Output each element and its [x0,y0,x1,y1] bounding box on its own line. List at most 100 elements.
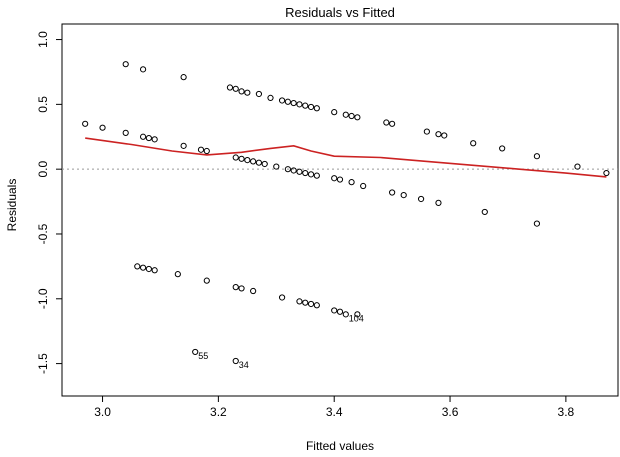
data-point [302,299,309,306]
data-point [180,142,187,149]
axes-layer: 3.0 3.2 3.4 3.6 3.8 -1.5 -1.0 -0.5 0.0 0.5 1.0 [36,31,574,419]
data-point [296,101,303,108]
x-tick-label: 3.2 [210,405,227,419]
data-point [278,97,286,104]
data-point [354,114,361,121]
smooth-line-layer [85,137,607,178]
x-tick-label: 3.6 [442,405,459,419]
data-point [180,74,187,81]
data-point [342,311,349,318]
data-point [331,109,338,116]
data-point [354,311,361,318]
data-point [290,167,297,174]
plot-frame [61,23,619,397]
data-point [417,195,425,203]
data-point [302,169,309,177]
data-point [226,84,234,91]
data-point [232,154,239,161]
data-point [499,145,506,152]
data-point [278,294,286,301]
data-point [203,147,210,155]
data-point [574,163,581,170]
data-point [533,153,541,160]
data-point [603,169,610,177]
data-point [389,120,396,127]
data-point [307,171,315,178]
x-tick-label: 3.4 [326,405,343,419]
point-label: 104 [349,313,364,323]
data-point [383,119,390,126]
points-layer: 104 55 34 [82,61,610,370]
data-point [238,88,245,95]
data-point [203,277,210,284]
data-point [336,308,344,315]
data-point [151,267,158,274]
point-label: 34 [239,360,249,370]
data-point [273,163,280,170]
point-label: 55 [198,351,208,361]
data-point [244,89,251,96]
data-point [267,94,274,101]
data-point [342,111,349,118]
data-point [82,120,89,127]
data-point [99,124,106,131]
data-point [313,172,320,179]
data-point [238,155,245,162]
data-point [192,348,199,356]
data-point [238,285,245,292]
data-point [533,220,541,227]
data-point [331,175,338,182]
data-point [290,99,297,107]
data-point [336,176,344,183]
data-point [139,66,147,73]
data-point [307,103,315,111]
y-tick-label: 0.0 [36,161,50,178]
data-point [307,300,315,308]
data-point [261,160,268,168]
y-tick-label: -1.0 [36,288,50,309]
data-point [348,112,355,120]
data-point [145,265,152,273]
data-point [481,208,488,216]
y-tick-label: 1.0 [36,31,50,48]
x-tick-label: 3.8 [558,405,575,419]
data-point [232,85,239,92]
data-point [174,271,181,278]
data-point [250,158,257,165]
data-point [470,140,477,147]
data-point [232,284,239,291]
data-point [296,298,303,305]
y-tick-label: -0.5 [36,223,50,244]
data-point [244,156,251,164]
data-point [313,302,320,309]
data-point [197,146,205,153]
data-point [435,131,442,138]
y-axis-label: Residuals [5,179,19,232]
data-point [348,179,355,186]
data-point [423,128,430,135]
data-point [313,105,320,112]
data-point [255,90,263,98]
data-point [284,166,291,173]
data-point [250,287,257,295]
data-point [302,102,309,109]
data-point [389,189,396,196]
data-point [151,136,158,143]
x-tick-label: 3.0 [94,405,111,419]
data-point [400,191,407,199]
data-point [145,134,152,142]
data-point [139,264,147,271]
smooth-line [85,137,607,178]
data-point [134,263,141,270]
data-point [122,61,129,68]
data-point [139,133,147,140]
data-point [331,307,338,314]
data-point [360,182,367,190]
data-point [435,199,442,206]
x-axis-label: Fitted values [306,439,374,453]
y-tick-label: 0.5 [36,96,50,113]
data-point [296,168,303,175]
data-point [122,129,129,136]
data-point [441,132,448,139]
